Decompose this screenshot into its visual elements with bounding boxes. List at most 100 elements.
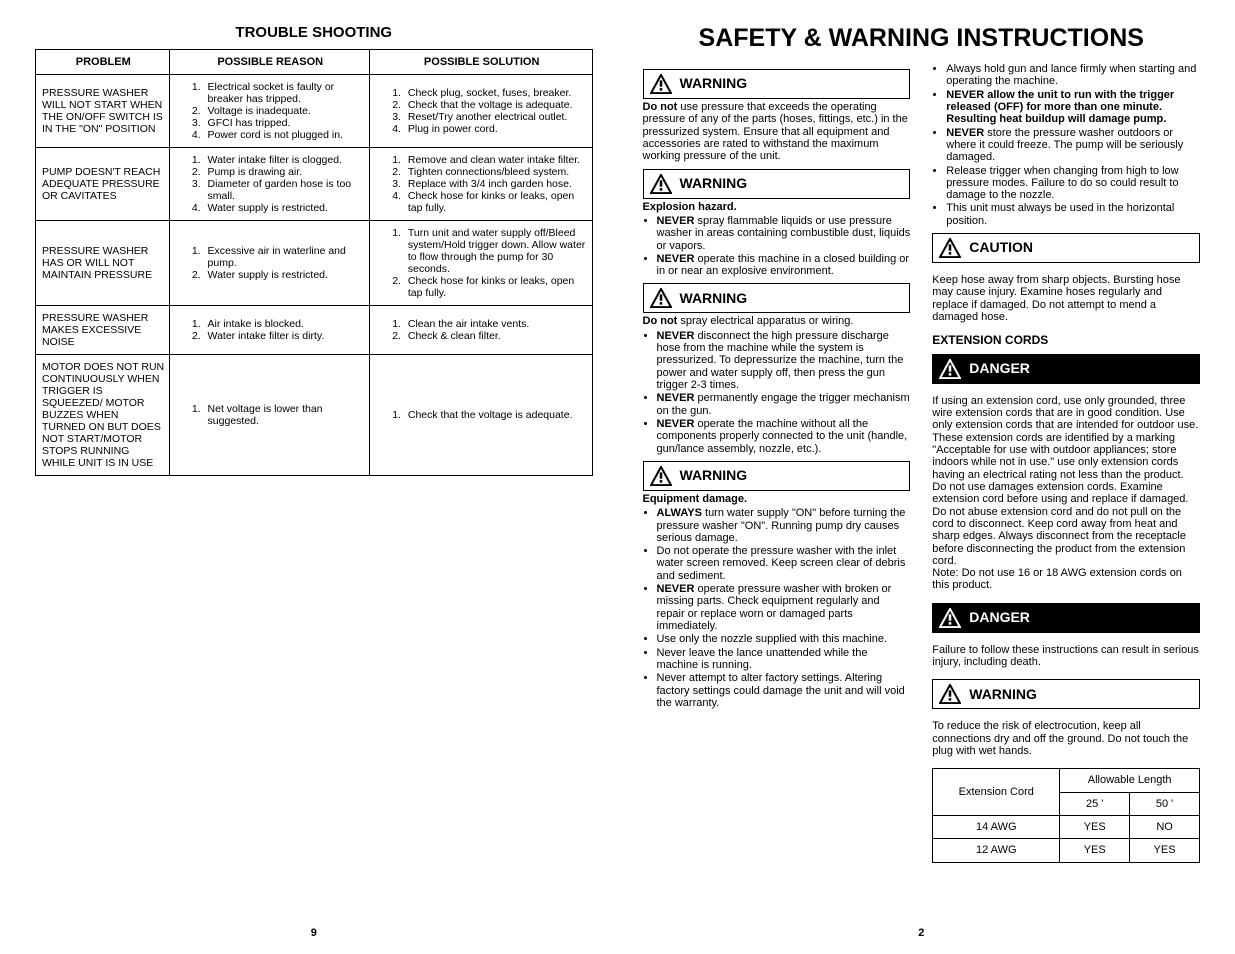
alert-bullet: NEVER disconnect the high pressure disch… [657,330,911,392]
solution-item: Plug in power cord. [404,123,588,135]
alert-body: Equipment damage. ALWAYS turn water suppl… [643,493,911,709]
problem-cell: PRESSURE WASHER MAKES EXCESSIVE NOISE [36,306,170,355]
ext-cell: YES [1060,839,1130,862]
danger-text: If using an extension cord, use only gro… [932,395,1200,592]
alert-label: WARNING [680,291,748,307]
ext-cell: YES [1060,815,1130,838]
reason-item: Diameter of garden hose is too small. [204,178,365,202]
alert-label: WARNING [969,687,1037,703]
solution-cell: Remove and clean water intake filter.Tig… [369,148,592,221]
top-bullet: Release trigger when changing from high … [946,165,1200,202]
alert-bullet: NEVER operate the machine without all th… [657,418,911,455]
warning-triangle-icon [650,174,672,194]
warning-triangle-icon [939,238,961,258]
reason-item: Voltage is inadequate. [204,105,365,117]
right-col-1: WARNING Do not use pressure that exceeds … [643,63,911,863]
solution-item: Check that the voltage is adequate. [404,409,588,421]
alert-box: DANGER [932,354,1200,384]
reason-item: Electrical socket is faulty or breaker h… [204,81,365,105]
reason-item: Pump is drawing air. [204,166,365,178]
ext-cell: 14 AWG [933,815,1060,838]
alert-bullet: Do not operate the pressure washer with … [657,545,911,582]
alert-label: WARNING [680,468,748,484]
alert-label: WARNING [680,76,748,92]
alert-box: WARNING [643,283,911,313]
top-bullet: Always hold gun and lance firmly when st… [946,63,1200,88]
alert-bullet: NEVER permanently engage the trigger mec… [657,392,911,417]
solution-item: Remove and clean water intake filter. [404,154,588,166]
alert-bullet: Never attempt to alter factory settings.… [657,672,911,709]
warning-triangle-icon [939,359,961,379]
safety-title: SAFETY & WARNING INSTRUCTIONS [643,24,1201,53]
top-bullet: This unit must always be used in the hor… [946,202,1200,227]
solution-item: Clean the air intake vents. [404,318,588,330]
alert-bullet: Never leave the lance unattended while t… [657,647,911,672]
alert-bullet: Use only the nozzle supplied with this m… [657,633,911,645]
solution-cell: Turn unit and water supply off/Bleed sys… [369,221,592,306]
ext-col: 50 ' [1130,792,1200,815]
danger2-text: Failure to follow these instructions can… [932,644,1200,669]
problem-cell: PUMP DOESN'T REACH ADEQUATE PRESSURE OR … [36,148,170,221]
ext-cell: NO [1130,815,1200,838]
page-number-right: 2 [643,927,1201,939]
right-page: SAFETY & WARNING INSTRUCTIONS WARNING Do … [643,20,1201,934]
alert-bullet: NEVER operate pressure washer with broke… [657,583,911,632]
alert-bullet: NEVER operate this machine in a closed b… [657,253,911,278]
alert-body: Do not use pressure that exceeds the ope… [643,101,911,163]
reason-item: Water intake filter is clogged. [204,154,365,166]
warning-triangle-icon [650,74,672,94]
solution-item: Turn unit and water supply off/Bleed sys… [404,227,588,275]
solution-item: Tighten connections/bleed system. [404,166,588,178]
alert-body: Explosion hazard. NEVER spray flammable l… [643,201,911,278]
solution-item: Check & clean filter. [404,330,588,342]
problem-cell: PRESSURE WASHER HAS OR WILL NOT MAINTAIN… [36,221,170,306]
reason-cell: Water intake filter is clogged.Pump is d… [169,148,369,221]
solution-cell: Check plug, socket, fuses, breaker.Check… [369,75,592,148]
reason-item: GFCI has tripped. [204,117,365,129]
caution-text: Keep hose away from sharp objects. Burst… [932,274,1200,323]
ext-cell: YES [1130,839,1200,862]
reason-cell: Air intake is blocked.Water intake filte… [169,306,369,355]
troubleshooting-table: PROBLEM POSSIBLE REASON POSSIBLE SOLUTIO… [35,49,593,476]
alert-bullet: ALWAYS turn water supply "ON" before tur… [657,507,911,544]
warning-triangle-icon [650,288,672,308]
extension-cord-table: Extension CordAllowable Length 25 '50 ' … [932,768,1200,862]
alert-label: DANGER [969,610,1030,626]
alert-label: CAUTION [969,240,1033,256]
alert-intro: Do not use pressure that exceeds the ope… [643,101,911,163]
th-problem: PROBLEM [36,50,170,75]
reason-item: Water intake filter is dirty. [204,330,365,342]
solution-cell: Check that the voltage is adequate. [369,355,592,476]
alert-intro: Do not spray electrical apparatus or wir… [643,315,911,327]
alert-lead: Equipment damage. [643,493,911,505]
solution-item: Check hose for kinks or leaks, open tap … [404,275,588,299]
alert-bullet: NEVER spray flammable liquids or use pre… [657,215,911,252]
alert-box: WARNING [643,169,911,199]
reason-item: Air intake is blocked. [204,318,365,330]
top-bullet: NEVER store the pressure washer outdoors… [946,127,1200,164]
solution-item: Check hose for kinks or leaks, open tap … [404,190,588,214]
warning-triangle-icon [939,608,961,628]
problem-cell: PRESSURE WASHER WILL NOT START WHEN THE … [36,75,170,148]
solution-item: Check that the voltage is adequate. [404,99,588,111]
solution-item: Replace with 3/4 inch garden hose. [404,178,588,190]
reason-item: Water supply is restricted. [204,202,365,214]
warning-triangle-icon [939,684,961,704]
reason-item: Water supply is restricted. [204,269,365,281]
problem-cell: MOTOR DOES NOT RUN CONTINUOUSLY WHEN TRI… [36,355,170,476]
th-solution: POSSIBLE SOLUTION [369,50,592,75]
reason-cell: Electrical socket is faulty or breaker h… [169,75,369,148]
ext-col: 25 ' [1060,792,1130,815]
right-col-2: Always hold gun and lance firmly when st… [932,63,1200,863]
ext-cell: 12 AWG [933,839,1060,862]
ext-th: Allowable Length [1060,769,1200,792]
solution-item: Reset/Try another electrical outlet. [404,111,588,123]
alert-box: WARNING [643,69,911,99]
reason-cell: Excessive air in waterline and pump.Wate… [169,221,369,306]
reason-item: Power cord is not plugged in. [204,129,365,141]
alert-body: Do not spray electrical apparatus or wir… [643,315,911,454]
ext-th: Extension Cord [933,769,1060,816]
alert-lead: Explosion hazard. [643,201,911,213]
reason-cell: Net voltage is lower than suggested. [169,355,369,476]
alert-label: DANGER [969,361,1030,377]
